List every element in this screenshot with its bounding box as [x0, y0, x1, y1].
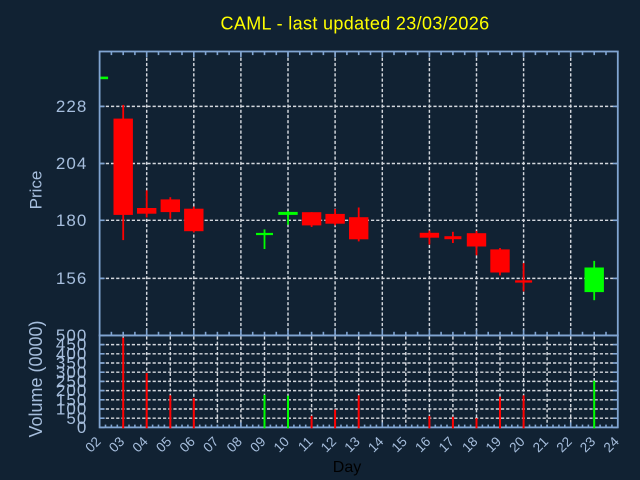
svg-text:150: 150 — [56, 390, 87, 409]
svg-text:50: 50 — [66, 409, 87, 428]
svg-text:228: 228 — [56, 97, 87, 116]
svg-text:350: 350 — [56, 354, 87, 373]
svg-text:100: 100 — [56, 400, 87, 419]
svg-text:Volume (0000): Volume (0000) — [26, 320, 46, 437]
svg-text:500: 500 — [56, 326, 87, 345]
svg-text:Day: Day — [333, 459, 361, 476]
svg-text:250: 250 — [56, 372, 87, 391]
svg-text:Price: Price — [27, 171, 46, 210]
svg-text:300: 300 — [56, 363, 87, 382]
svg-text:180: 180 — [56, 211, 87, 230]
svg-text:204: 204 — [56, 154, 87, 173]
svg-text:156: 156 — [56, 269, 87, 288]
svg-text:450: 450 — [56, 335, 87, 354]
svg-text:200: 200 — [56, 381, 87, 400]
svg-text:CAML - last updated 23/03/2026: CAML - last updated 23/03/2026 — [220, 14, 489, 34]
svg-text:400: 400 — [56, 344, 87, 363]
svg-text:0: 0 — [77, 418, 87, 437]
